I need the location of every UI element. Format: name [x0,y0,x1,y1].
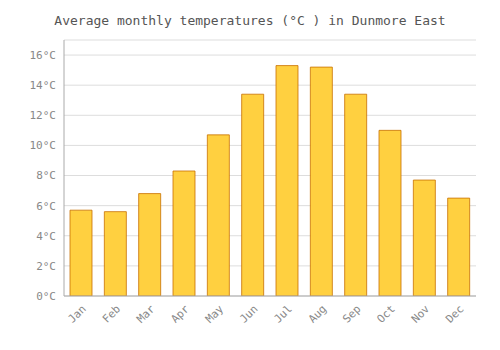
svg-text:Dec: Dec [443,302,466,325]
svg-text:Mar: Mar [134,302,158,326]
svg-text:Sep: Sep [340,302,363,325]
svg-text:Apr: Apr [169,302,193,326]
svg-text:Feb: Feb [100,302,123,325]
svg-text:Nov: Nov [409,302,433,326]
svg-text:8°C: 8°C [36,169,56,182]
svg-text:Jul: Jul [272,302,295,325]
svg-text:Jun: Jun [237,302,260,325]
svg-text:2°C: 2°C [36,260,56,273]
svg-text:16°C: 16°C [30,49,57,62]
svg-text:4°C: 4°C [36,230,56,243]
svg-text:Aug: Aug [306,302,329,325]
svg-text:10°C: 10°C [30,139,57,152]
svg-text:Jan: Jan [66,302,89,325]
svg-text:6°C: 6°C [36,200,56,213]
svg-text:Oct: Oct [375,302,398,325]
svg-text:0°C: 0°C [36,290,56,303]
html-text:Average monthly temperatures (: Average monthly temperatures (°C ) in Du… [54,13,446,28]
svg-text:12°C: 12°C [30,109,57,122]
svg-text:May: May [203,302,227,326]
svg-text:14°C: 14°C [30,79,57,92]
